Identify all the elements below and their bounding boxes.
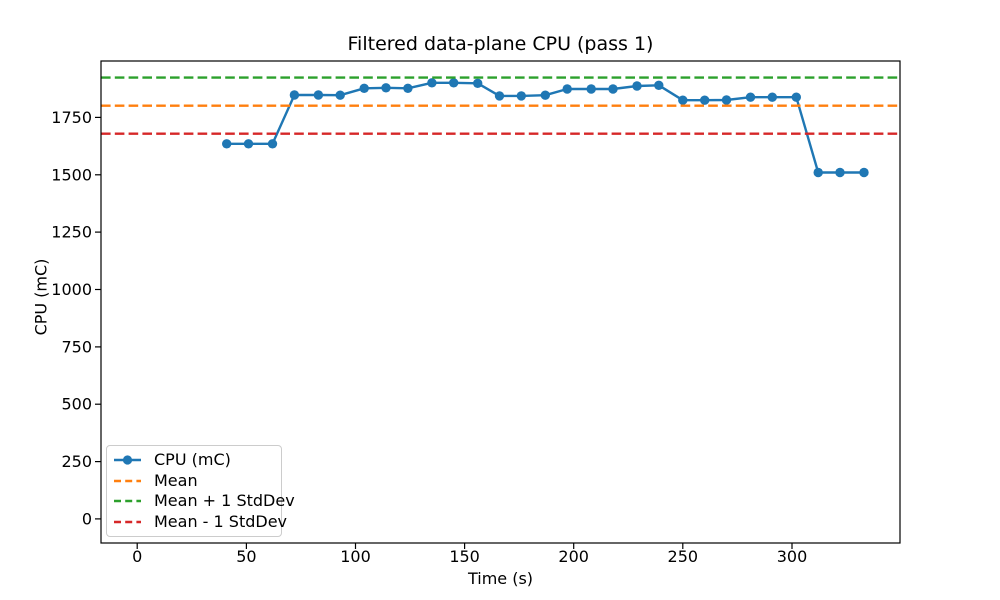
- x-tick-label: 0: [132, 547, 142, 566]
- data-point-marker: [813, 167, 823, 178]
- legend-item-mean-minus-1sd: Mean - 1 StdDev: [107, 512, 287, 533]
- data-point-marker: [267, 139, 278, 149]
- data-point-marker: [427, 78, 437, 88]
- axes-frame: [100, 60, 901, 544]
- legend-item-label: Mean - 1 StdDev: [154, 511, 288, 531]
- x-axis: 0 50 100 150 200 250 300: [132, 543, 807, 566]
- y-tick-label: 1500: [51, 165, 92, 184]
- data-point-marker: [359, 83, 369, 94]
- data-point-marker: [632, 81, 642, 91]
- legend: CPU (mC) Mean Mean + 1 StdDev Mean - 1 StdD…: [106, 445, 295, 537]
- y-tick-label: 500: [61, 395, 92, 414]
- x-tick-label: 200: [558, 547, 589, 566]
- data-point-marker: [586, 84, 596, 94]
- x-tick-label: 100: [340, 547, 371, 566]
- data-point-marker: [859, 167, 869, 178]
- legend-item-label: Mean: [154, 470, 198, 490]
- data-point-marker: [562, 84, 572, 94]
- data-point-marker: [289, 90, 300, 100]
- y-tick-label: 1750: [51, 108, 92, 127]
- y-tick-label: 1000: [51, 280, 92, 299]
- y-axis: 0 250 500 750 1000 1250 1500 1750: [51, 108, 101, 528]
- data-point-marker: [745, 92, 756, 102]
- data-point-marker: [608, 84, 618, 94]
- data-point-marker: [678, 95, 688, 105]
- data-point-marker: [494, 91, 505, 101]
- data-point-marker: [243, 139, 254, 149]
- y-tick-label: 1250: [51, 223, 92, 242]
- data-point-marker: [767, 92, 777, 102]
- data-point-marker: [791, 92, 801, 102]
- x-tick-label: 300: [777, 547, 808, 566]
- data-point-marker: [313, 90, 324, 100]
- data-point-marker: [540, 90, 550, 100]
- y-tick-label: 750: [61, 337, 92, 356]
- legend-dashed-line-sample: [114, 512, 141, 532]
- x-tick-label: 250: [668, 547, 699, 566]
- data-point-marker: [381, 83, 391, 93]
- data-point-marker: [222, 139, 232, 149]
- data-point-marker: [721, 95, 732, 105]
- legend-dashed-line-sample: [114, 491, 141, 511]
- data-point-marker: [473, 78, 483, 89]
- legend-item-mean: Mean: [107, 471, 281, 492]
- data-point-marker: [449, 78, 459, 88]
- legend-item-label: CPU (mC): [154, 450, 231, 470]
- legend-dashed-line-sample: [114, 471, 141, 491]
- data-point-marker: [654, 80, 664, 91]
- data-point-marker: [700, 95, 710, 105]
- x-axis-title: Time (s): [467, 569, 534, 588]
- legend-item-label: Mean + 1 StdDev: [154, 491, 295, 511]
- data-point-marker: [335, 90, 345, 100]
- data-series-cpu: [222, 78, 869, 178]
- legend-item-cpu: CPU (mC): [107, 450, 281, 471]
- data-point-marker: [403, 83, 413, 94]
- legend-item-mean-plus-1sd: Mean + 1 StdDev: [107, 491, 295, 512]
- y-tick-label: 250: [61, 452, 92, 471]
- data-point-marker: [835, 167, 845, 178]
- x-tick-label: 50: [236, 547, 256, 566]
- data-point-marker: [516, 91, 526, 101]
- y-axis-title: CPU (mC): [31, 258, 51, 336]
- x-tick-label: 150: [449, 547, 480, 566]
- chart-title: Filtered data-plane CPU (pass 1): [347, 33, 654, 55]
- legend-line-marker-sample: [114, 450, 141, 470]
- y-tick-label: 0: [82, 509, 92, 528]
